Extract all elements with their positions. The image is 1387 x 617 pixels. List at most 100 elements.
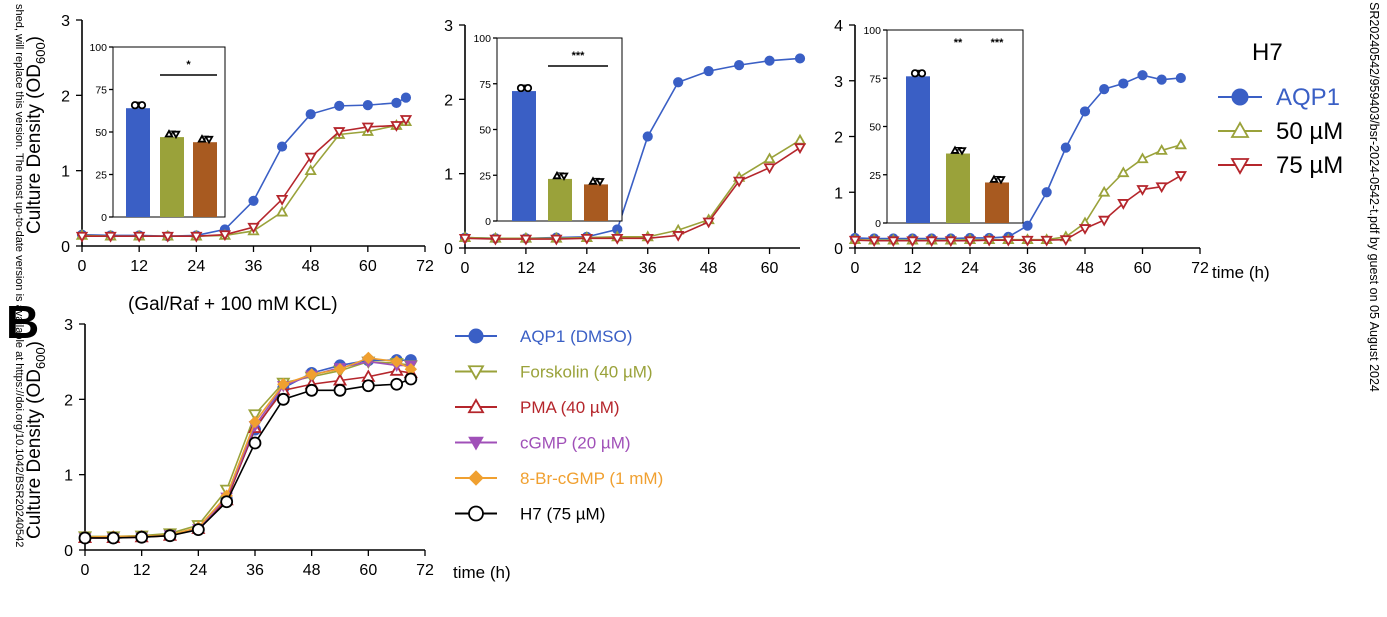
data-point	[611, 233, 624, 245]
y-tick-label: 3	[61, 13, 70, 30]
inset-bar	[512, 91, 536, 221]
legend-b-marker	[467, 398, 485, 414]
legend-b-label: H7 (75 µM)	[520, 505, 605, 524]
data-point	[1117, 199, 1130, 210]
panel-letter-b: B	[6, 296, 39, 348]
data-point	[163, 529, 177, 543]
data-point	[304, 164, 317, 176]
legend-a-marker	[1231, 88, 1249, 106]
inset-bar	[584, 184, 608, 221]
data-point	[733, 60, 745, 71]
inset-bar	[126, 108, 150, 217]
data-point	[390, 355, 403, 368]
x-tick-label: 60	[359, 258, 377, 275]
inset-replicate-point	[523, 83, 533, 93]
legend-b-marker	[467, 365, 485, 381]
data-point	[333, 127, 346, 138]
legend-a-label: AQP1	[1276, 84, 1340, 111]
data-point	[277, 378, 290, 391]
data-point	[580, 233, 593, 245]
x-tick-label: 12	[904, 260, 922, 277]
data-point	[1098, 185, 1111, 197]
data-point	[702, 217, 715, 229]
data-point	[793, 133, 807, 145]
data-point	[135, 530, 149, 544]
inset-bar	[906, 76, 930, 223]
inset-bar	[548, 178, 572, 221]
legend-b-label: Forskolin (40 µM)	[520, 363, 653, 382]
legend-b-marker	[468, 328, 484, 344]
y-tick-label: 0	[444, 241, 453, 258]
data-point	[963, 236, 977, 248]
data-point	[275, 205, 289, 217]
data-point	[191, 523, 205, 537]
side-note-right: SR20240542/959403/bsr-2024-0542-t.pdf by…	[1367, 2, 1381, 392]
inset-replicate-point	[910, 69, 920, 78]
data-point	[944, 236, 957, 248]
x-tick-label: 24	[187, 258, 205, 275]
legend-title: H7	[1252, 39, 1283, 66]
inset-bar	[193, 142, 217, 217]
x-tick-label: 0	[81, 562, 90, 579]
inset-replicate-point	[204, 135, 214, 145]
data-point	[983, 235, 996, 247]
data-point	[868, 236, 881, 248]
y-tick-label: 1	[444, 167, 453, 184]
x-tick-label: 24	[189, 562, 207, 579]
significance-label: **	[954, 37, 963, 49]
data-point	[276, 392, 290, 406]
series-line-3	[464, 146, 801, 240]
data-point	[1099, 84, 1110, 95]
data-point	[458, 233, 472, 245]
data-point	[1059, 235, 1072, 247]
inset-bar-chart: 0 25 50 75 100 *	[89, 42, 226, 224]
x-unit-label-b: time (h)	[453, 563, 511, 582]
inset-replicate-point	[996, 176, 1006, 185]
inset-replicate-point	[957, 147, 967, 156]
inset-replicate-point	[552, 170, 562, 180]
data-point	[1175, 72, 1186, 84]
y-axis-label: Culture Density (OD600)	[24, 341, 48, 539]
x-tick-label: 36	[246, 562, 264, 579]
data-point	[489, 234, 502, 246]
inset-replicate-point	[171, 130, 181, 140]
data-point	[764, 55, 775, 66]
legend-a-label: 75 µM	[1276, 152, 1343, 179]
data-point	[333, 362, 347, 376]
x-tick-label: 0	[851, 260, 860, 277]
x-tick-label: 36	[639, 260, 657, 277]
data-point	[925, 236, 938, 248]
data-point	[404, 372, 418, 386]
legend-b-label: cGMP (20 µM)	[520, 434, 631, 453]
y-tick-label: 0	[64, 543, 73, 560]
inset-bar-chart: 0 25 50 75 100 ***	[473, 33, 623, 228]
data-point	[1118, 78, 1129, 89]
x-tick-label: 12	[517, 260, 535, 277]
y-tick-label: 4	[834, 18, 843, 35]
data-point	[248, 415, 262, 429]
data-point	[75, 231, 89, 243]
legend-b-marker	[468, 436, 484, 451]
inset-y-tick-label: 25	[479, 170, 491, 182]
data-point	[190, 231, 203, 243]
data-point	[848, 235, 862, 247]
data-point	[732, 176, 746, 188]
data-point	[1137, 70, 1148, 81]
x-tick-label: 36	[1019, 260, 1037, 277]
inset-replicate-point	[917, 69, 927, 78]
inset-replicate-point	[588, 176, 598, 185]
data-point	[276, 141, 288, 152]
data-point	[550, 234, 563, 246]
x-tick-label: 60	[761, 260, 779, 277]
inset-bar	[985, 182, 1009, 223]
data-point	[248, 195, 259, 206]
significance-label: *	[186, 59, 191, 71]
inset-bar	[160, 137, 184, 217]
data-point	[161, 231, 174, 243]
data-point	[391, 97, 402, 108]
data-point	[906, 236, 919, 248]
